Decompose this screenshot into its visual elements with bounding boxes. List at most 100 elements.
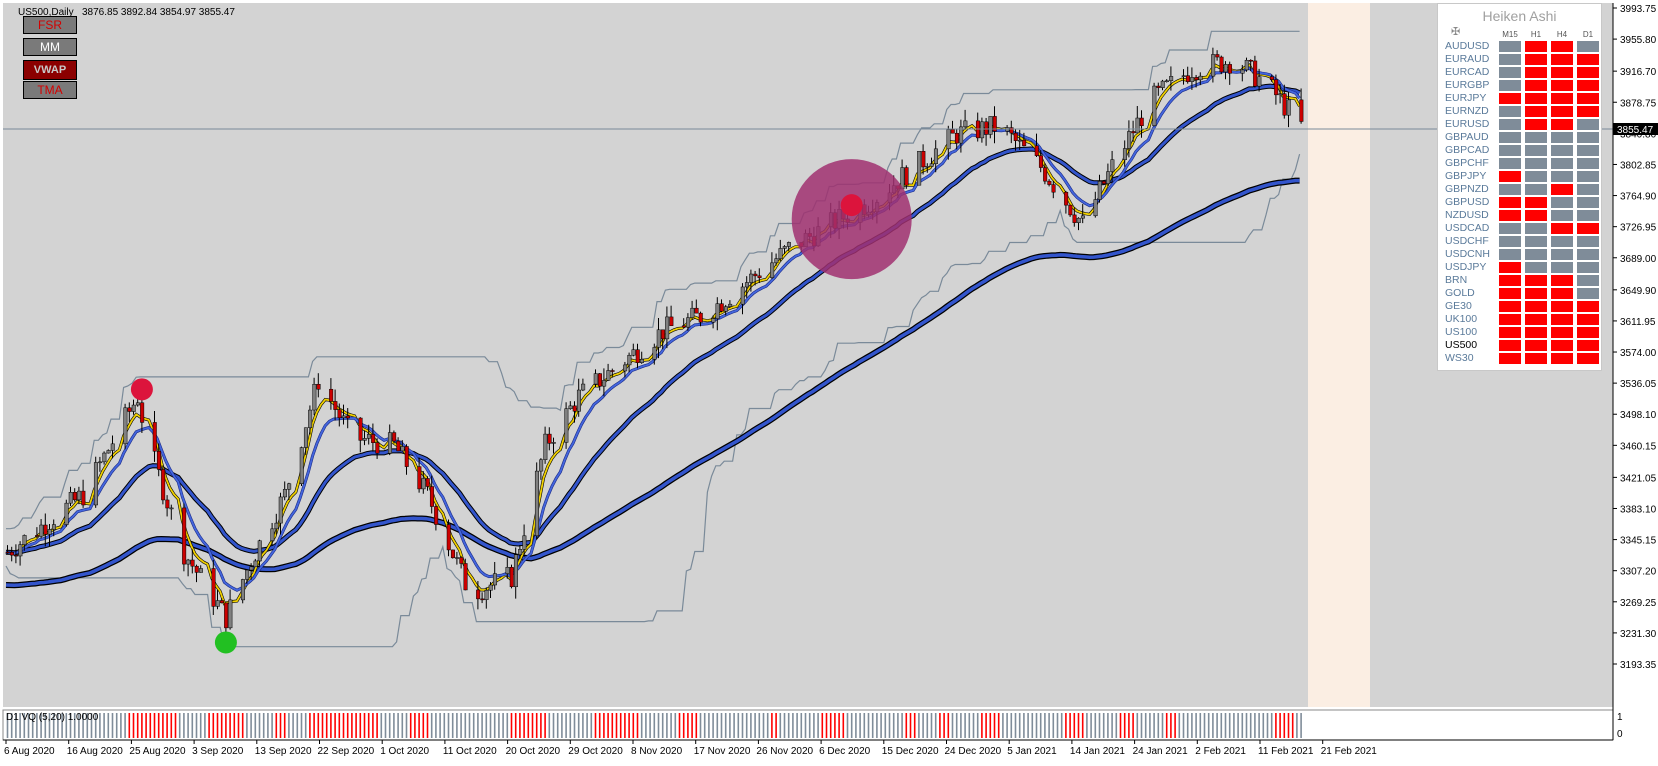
ha-symbol-label[interactable]: UK100 [1445, 313, 1478, 325]
ha-row[interactable]: GE30 [1438, 300, 1603, 313]
candle-body [190, 559, 195, 567]
candle-body [51, 524, 56, 530]
ha-row[interactable]: AUDUSD [1438, 40, 1603, 53]
candle-body [1038, 155, 1043, 168]
ha-row[interactable]: UK100 [1438, 313, 1603, 326]
ha-row[interactable]: EURNZD [1438, 105, 1603, 118]
vwap-button[interactable]: VWAP [23, 60, 77, 80]
ha-row[interactable]: GBPAUD [1438, 131, 1603, 144]
ha-signal-cell [1577, 184, 1599, 195]
ha-row[interactable]: GBPJPY [1438, 170, 1603, 183]
candle-body [131, 404, 136, 412]
ha-symbol-label[interactable]: USDCAD [1445, 222, 1490, 234]
candle-body [64, 502, 69, 525]
ha-symbol-label[interactable]: AUDUSD [1445, 40, 1490, 52]
candle-body [488, 584, 493, 591]
candle-body [694, 307, 699, 314]
ha-signal-cell [1577, 210, 1599, 221]
date-tick-label: 21 Feb 2021 [1321, 746, 1378, 757]
ha-symbol-label[interactable]: US100 [1445, 326, 1478, 338]
candle-body [1152, 85, 1157, 126]
ha-symbol-label[interactable]: EURCAD [1445, 66, 1490, 78]
ha-signal-cell [1551, 340, 1573, 351]
ha-signal-cell [1577, 301, 1599, 312]
date-tick-label: 11 Feb 2021 [1258, 746, 1314, 757]
ha-row[interactable]: GBPNZD [1438, 183, 1603, 196]
candle-body [1185, 75, 1190, 82]
ha-symbol-label[interactable]: BRN [1445, 274, 1468, 286]
ha-row[interactable]: GOLD [1438, 287, 1603, 300]
ha-row[interactable]: EURJPY [1438, 92, 1603, 105]
ha-signal-cell [1551, 288, 1573, 299]
ha-signal-cell [1525, 288, 1547, 299]
ha-symbol-label[interactable]: GE30 [1445, 300, 1472, 312]
ha-signal-cell [1499, 288, 1521, 299]
candle-body [1223, 64, 1228, 73]
ha-symbol-label[interactable]: GBPAUD [1445, 131, 1489, 143]
ma-quick-line [5, 67, 1301, 592]
ha-symbol-label[interactable]: EURAUD [1445, 53, 1490, 65]
ha-row[interactable]: EURUSD [1438, 118, 1603, 131]
ha-symbol-label[interactable]: GBPCAD [1445, 144, 1490, 156]
ha-symbol-label[interactable]: GBPUSD [1445, 196, 1490, 208]
date-tick-label: 2 Feb 2021 [1195, 746, 1246, 757]
tma-button[interactable]: TMA [23, 81, 77, 99]
ha-row[interactable]: EURGBP [1438, 79, 1603, 92]
ha-row[interactable]: GBPCHF [1438, 157, 1603, 170]
ha-signal-cell [1551, 132, 1573, 143]
ha-symbol-label[interactable]: GBPJPY [1445, 170, 1487, 182]
fsr-button[interactable]: FSR [23, 16, 77, 34]
ha-row[interactable]: WS30 [1438, 352, 1603, 365]
ha-signal-cell [1525, 249, 1547, 260]
candle-body [253, 560, 258, 568]
candle-body [1047, 180, 1052, 185]
candle-body [686, 317, 691, 328]
ha-symbol-label[interactable]: EURNZD [1445, 105, 1489, 117]
ha-symbol-label[interactable]: EURJPY [1445, 92, 1487, 104]
ha-row[interactable]: USDJPY [1438, 261, 1603, 274]
ha-symbol-label[interactable]: GBPCHF [1445, 157, 1489, 169]
ha-symbol-label[interactable]: USDCNH [1445, 248, 1490, 260]
settings-cross-icon[interactable]: ✠ [1451, 26, 1461, 38]
ha-symbol-label[interactable]: EURGBP [1445, 79, 1490, 91]
ha-row[interactable]: US100 [1438, 326, 1603, 339]
candle-body [543, 433, 548, 460]
ha-row[interactable]: EURAUD [1438, 53, 1603, 66]
ha-signal-cell [1499, 80, 1521, 91]
candle-body [782, 246, 787, 249]
ha-symbol-label[interactable]: NZDUSD [1445, 209, 1489, 221]
ha-row[interactable]: BRN [1438, 274, 1603, 287]
ha-row[interactable]: NZDUSD [1438, 209, 1603, 222]
candle-body [106, 450, 111, 454]
ha-signal-cell [1551, 106, 1573, 117]
ha-symbol-label[interactable]: EURUSD [1445, 118, 1490, 130]
ha-symbol-label[interactable]: USDCHF [1445, 235, 1489, 247]
ha-row[interactable]: GBPCAD [1438, 144, 1603, 157]
time-axis[interactable]: 6 Aug 2020 16 Aug 2020 25 Aug 2020 3 Sep 20… [4, 740, 1377, 757]
ha-symbol-label[interactable]: WS30 [1445, 352, 1474, 364]
ha-row[interactable]: USDCAD [1438, 222, 1603, 235]
ha-row[interactable]: US500 [1438, 339, 1603, 352]
candle-body [744, 282, 749, 288]
candle-body [1274, 79, 1279, 96]
candle-body [366, 434, 371, 439]
ha-row[interactable]: USDCHF [1438, 235, 1603, 248]
ha-column-header: H4 [1556, 30, 1568, 39]
price-axis[interactable]: 3993.753955.803916.703878.753840.803802.… [1613, 4, 1657, 671]
ha-row[interactable]: GBPUSD [1438, 196, 1603, 209]
ha-row[interactable]: EURCAD [1438, 66, 1603, 79]
ha-symbol-label[interactable]: USDJPY [1445, 261, 1487, 273]
ha-symbol-label[interactable]: US500 [1445, 339, 1478, 351]
ha-row[interactable]: USDCNH [1438, 248, 1603, 261]
ha-symbol-label[interactable]: GOLD [1445, 287, 1475, 299]
ha-signal-cell [1577, 197, 1599, 208]
ha-symbol-label[interactable]: GBPNZD [1445, 183, 1489, 195]
mm-button[interactable]: MM [23, 38, 77, 56]
candle-body [249, 566, 254, 571]
ha-signal-cell [1499, 223, 1521, 234]
candle-body [228, 599, 233, 629]
candle-body [581, 383, 586, 391]
candle-body [1076, 217, 1081, 223]
